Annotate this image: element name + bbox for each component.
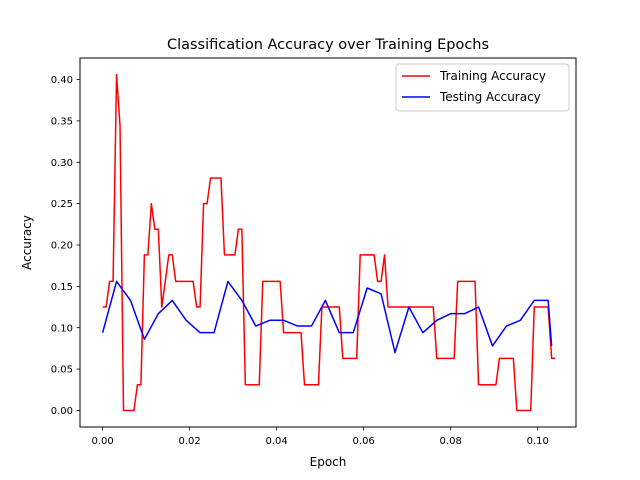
y-tick-label: 0.40: [51, 75, 73, 86]
y-axis-label: Accuracy: [20, 215, 34, 270]
x-tick-label: 0.10: [527, 436, 549, 447]
series-layer: [101, 73, 556, 412]
x-tick-label: 0.00: [91, 436, 113, 447]
plot-frame: [79, 57, 577, 428]
chart-title: Classification Accuracy over Training Ep…: [167, 37, 489, 53]
x-tick-label: 0.08: [440, 436, 462, 447]
x-tick-label: 0.02: [179, 436, 201, 447]
legend-label: Training Accuracy: [439, 69, 546, 83]
y-tick-label: 0.25: [51, 199, 73, 210]
y-tick-label: 0.00: [51, 406, 73, 417]
legend-box: [395, 63, 570, 112]
y-tick-label: 0.10: [51, 323, 73, 334]
legend: Training Accuracy Testing Accuracy: [395, 63, 570, 112]
y-tick-label: 0.15: [51, 282, 73, 293]
y-tick-label: 0.30: [51, 158, 73, 169]
x-tick-label: 0.04: [266, 436, 288, 447]
y-tick-label: 0.35: [51, 116, 73, 127]
legend-label: Testing Accuracy: [439, 90, 541, 104]
x-axis-label: Epoch: [310, 455, 347, 469]
y-axis: 0.00 0.05 0.10 0.15 0.20 0.25 0.30 0.35 0.40: [51, 75, 80, 417]
y-tick-label: 0.05: [51, 365, 73, 376]
y-tick-label: 0.20: [51, 241, 73, 252]
series-line-testing: [101, 280, 553, 354]
x-axis: 0.00 0.02 0.04 0.06 0.08 0.10: [91, 427, 549, 447]
x-tick-label: 0.06: [353, 436, 375, 447]
